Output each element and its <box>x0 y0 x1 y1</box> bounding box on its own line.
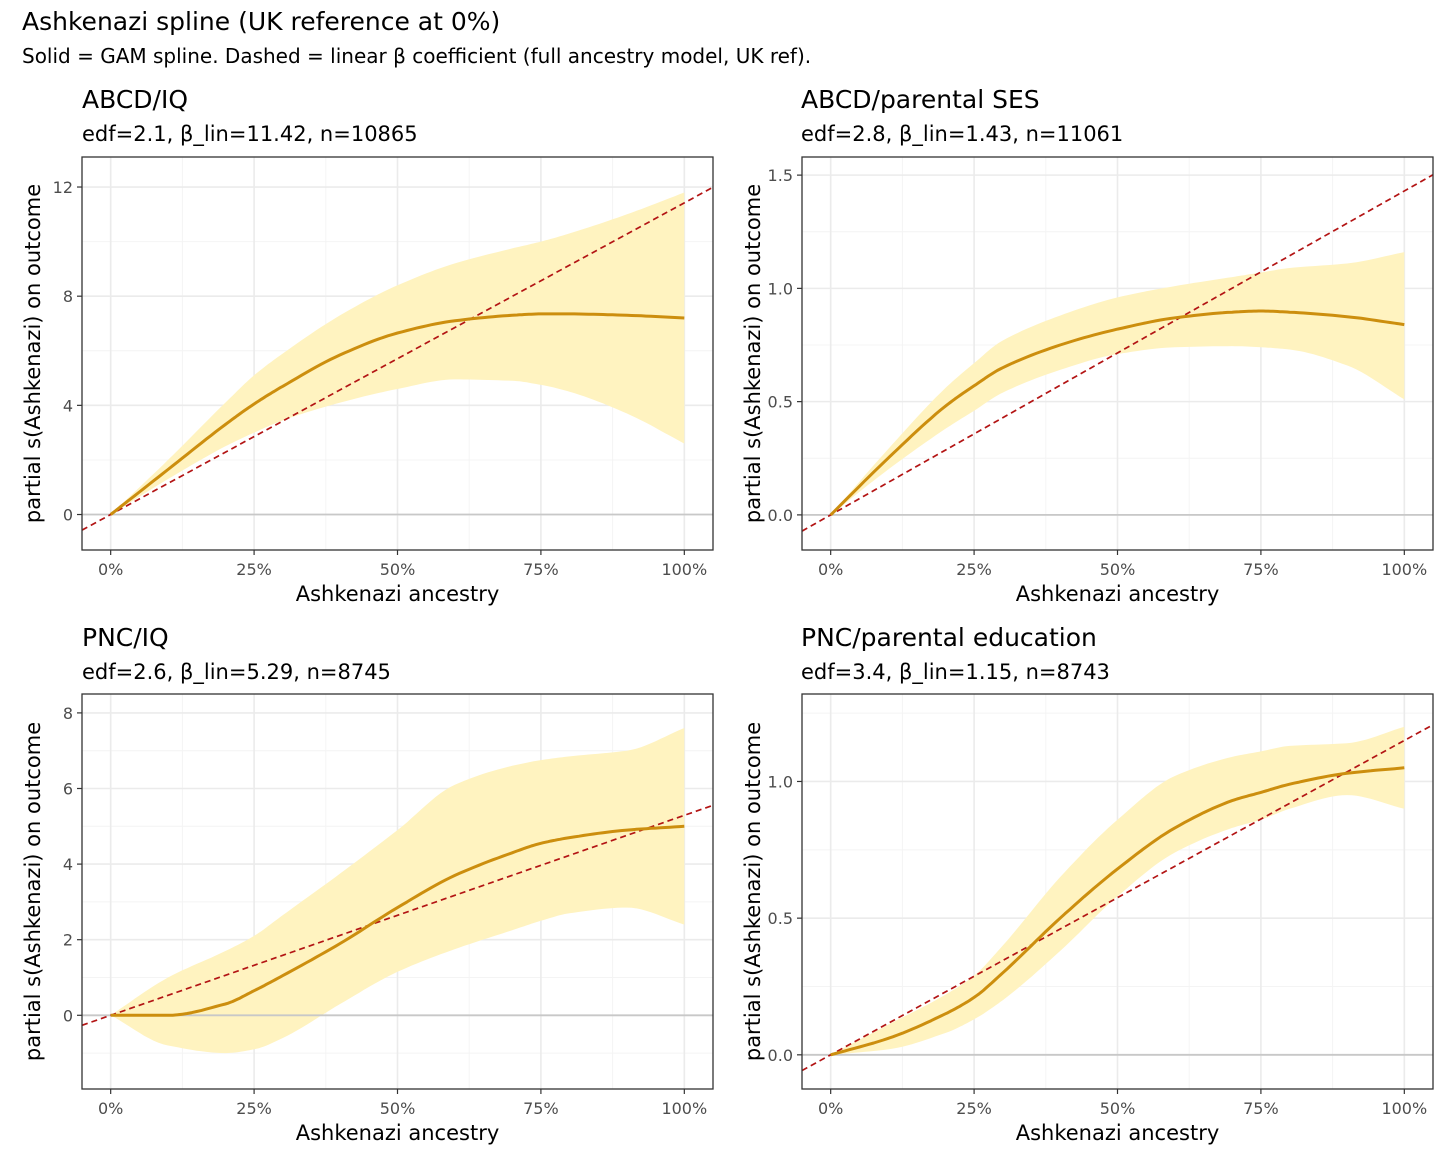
x-tick-label: 0% <box>98 560 123 579</box>
y-tick-label: 4 <box>63 396 73 415</box>
panel-title: PNC/parental education <box>801 623 1097 652</box>
x-tick-label: 0% <box>818 560 843 579</box>
confidence-band <box>830 726 1405 1055</box>
x-tick-label: 25% <box>236 560 272 579</box>
x-axis-title: Ashkenazi ancestry <box>296 582 500 606</box>
x-tick-label: 50% <box>380 1099 416 1118</box>
linear-beta-line <box>802 174 1433 532</box>
x-tick-label: 75% <box>1243 560 1279 579</box>
y-tick-label: 2 <box>63 931 73 950</box>
y-tick-label: 0 <box>63 1006 73 1025</box>
y-tick-label: 8 <box>63 704 73 723</box>
chart-panel-4: PNC/parental education edf=3.4, β_lin=1.1… <box>741 623 1434 1145</box>
confidence-band <box>830 252 1405 515</box>
panel-subtitle: edf=3.4, β_lin=1.15, n=8743 <box>801 660 1110 685</box>
x-axis-title: Ashkenazi ancestry <box>296 1121 500 1145</box>
x-tick-label: 25% <box>236 1099 272 1118</box>
x-tick-label: 50% <box>1100 560 1136 579</box>
x-tick-label: 50% <box>1100 1099 1136 1118</box>
gam-spline-line <box>109 312 685 516</box>
y-tick-label: 1.0 <box>768 772 793 791</box>
y-tick-label: 0.5 <box>768 909 793 928</box>
panel-subtitle: edf=2.1, β_lin=11.42, n=10865 <box>82 122 418 147</box>
plot-area <box>82 186 713 531</box>
x-axis-title: Ashkenazi ancestry <box>1016 582 1220 606</box>
x-tick-label: 100% <box>661 560 707 579</box>
y-tick-label: 0.0 <box>768 1046 793 1065</box>
y-tick-label: 0.0 <box>768 506 793 525</box>
linear-beta-line <box>82 804 713 1027</box>
x-tick-label: 25% <box>956 1099 992 1118</box>
y-axis-title: partial s(Ashkenazi) on outcome <box>741 184 765 523</box>
chart-panel-1: ABCD/IQ edf=2.1, β_lin=11.42, n=10865 0% 25… <box>21 85 714 606</box>
x-tick-label: 25% <box>956 560 992 579</box>
chart-panel-3: PNC/IQ edf=2.6, β_lin=5.29, n=8745 0% 25% 50… <box>21 623 714 1145</box>
y-axis-title: partial s(Ashkenazi) on outcome <box>21 722 45 1061</box>
y-tick-label: 1.5 <box>768 166 793 185</box>
plot-area <box>802 174 1433 532</box>
panel-title: ABCD/parental SES <box>801 85 1040 114</box>
y-tick-label: 0 <box>63 506 73 525</box>
y-axis-title: partial s(Ashkenazi) on outcome <box>21 184 45 523</box>
x-axis-title: Ashkenazi ancestry <box>1016 1121 1220 1145</box>
x-tick-label: 75% <box>523 560 559 579</box>
x-tick-label: 75% <box>523 1099 559 1118</box>
figure-subtitle: Solid = GAM spline. Dashed = linear β co… <box>22 44 811 68</box>
panel-title: PNC/IQ <box>82 623 169 652</box>
x-tick-label: 75% <box>1243 1099 1279 1118</box>
panel-title: ABCD/IQ <box>82 85 188 114</box>
gam-spline-line <box>829 309 1405 516</box>
x-tick-label: 0% <box>818 1099 843 1118</box>
x-tick-label: 100% <box>1381 1099 1427 1118</box>
gam-spline-line <box>830 766 1405 1057</box>
gam-spline-line <box>110 824 685 1017</box>
x-tick-label: 100% <box>1381 560 1427 579</box>
y-tick-label: 0.5 <box>768 393 793 412</box>
y-tick-label: 12 <box>53 178 73 197</box>
plot-area <box>82 728 713 1054</box>
y-tick-label: 4 <box>63 855 73 874</box>
y-tick-label: 8 <box>63 287 73 306</box>
figure-title: Ashkenazi spline (UK reference at 0%) <box>22 7 500 36</box>
x-tick-label: 100% <box>661 1099 707 1118</box>
confidence-band <box>110 728 685 1054</box>
chart-panel-2: ABCD/parental SES edf=2.8, β_lin=1.43, n=… <box>741 85 1434 606</box>
y-axis-title: partial s(Ashkenazi) on outcome <box>741 722 765 1061</box>
y-tick-label: 6 <box>63 779 73 798</box>
plot-area <box>802 724 1433 1072</box>
y-tick-label: 1.0 <box>768 279 793 298</box>
confidence-band <box>110 192 685 515</box>
panel-subtitle: edf=2.6, β_lin=5.29, n=8745 <box>82 660 391 685</box>
panel-subtitle: edf=2.8, β_lin=1.43, n=11061 <box>801 122 1123 147</box>
x-tick-label: 50% <box>380 560 416 579</box>
x-tick-label: 0% <box>98 1099 123 1118</box>
